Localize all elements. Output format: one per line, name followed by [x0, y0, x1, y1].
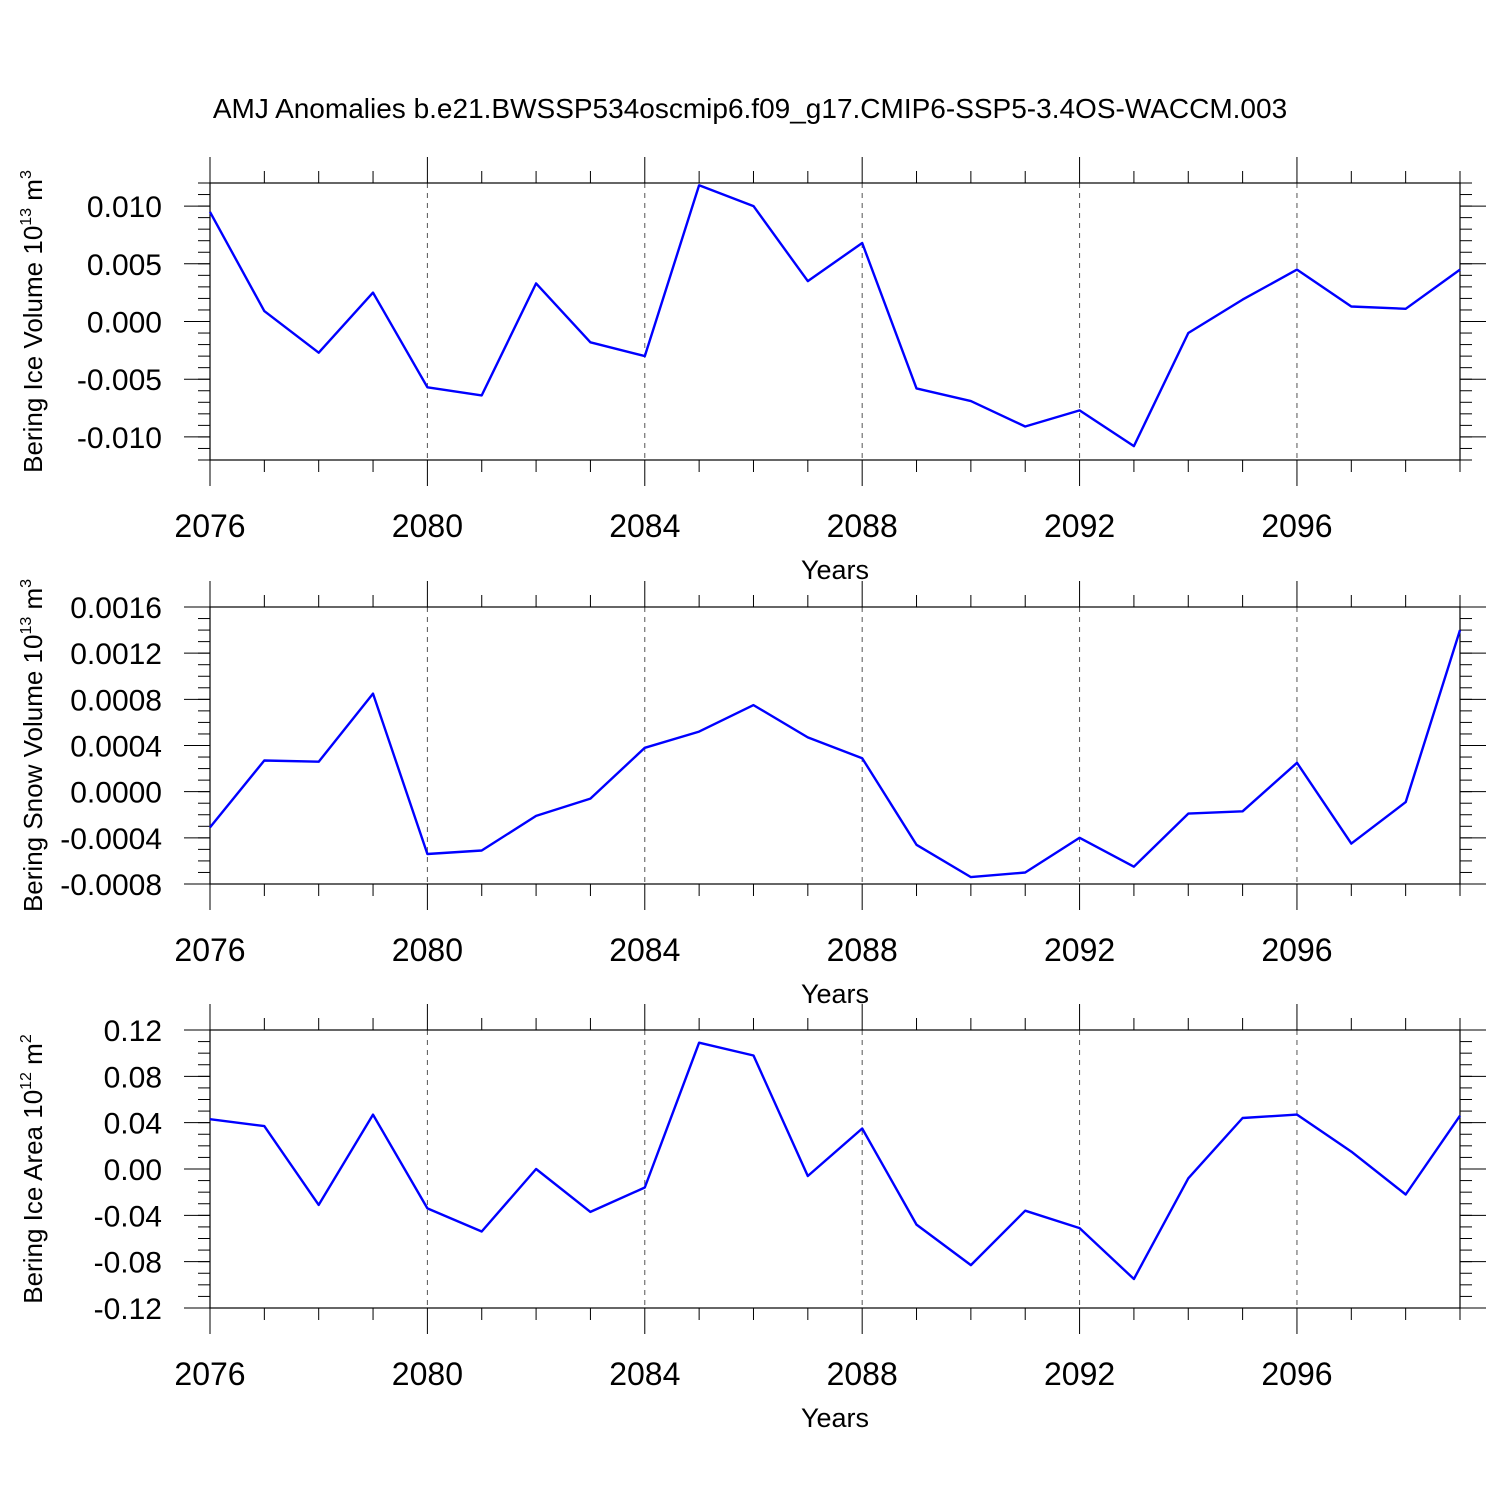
y-tick-label: -0.0004	[60, 823, 162, 856]
x-tick-label: 2084	[609, 932, 680, 968]
x-tick-label: 2096	[1261, 932, 1332, 968]
x-tick-label: 2080	[392, 508, 463, 544]
plot-frame	[209, 606, 1461, 885]
x-tick-label: 2092	[1044, 932, 1115, 968]
x-tick-label: 2092	[1044, 508, 1115, 544]
x-axis-label: Years	[801, 555, 869, 585]
x-tick-label: 2076	[174, 508, 245, 544]
panel-snow-volume: -0.0008 -0.0004 0.0000 0.0004 0.0008 0.0012 0.…	[18, 579, 1486, 1009]
series-line-ice-area	[209, 1041, 1461, 1281]
x-tick-label: 2088	[827, 1356, 898, 1392]
y-tick-label: 0.0004	[70, 731, 162, 764]
y-tick-label: 0.12	[104, 1015, 162, 1048]
x-tick-label: 2084	[609, 508, 680, 544]
x-tick-label: 2084	[609, 1356, 680, 1392]
x-axis-label: Years	[801, 1403, 869, 1433]
series-line-ice-volume	[208, 184, 1461, 448]
x-tick-label: 2080	[392, 932, 463, 968]
x-tick-label: 2096	[1261, 508, 1332, 544]
panel-ice-area: -0.12 -0.08 -0.04 0.00 0.04 0.08 0.12 2076 2080 2…	[18, 1004, 1486, 1433]
y-tick-label: -0.08	[94, 1247, 162, 1280]
x-tick-label: 2088	[827, 508, 898, 544]
y-tick-label: 0.04	[104, 1108, 162, 1141]
series-line-snow-volume	[209, 629, 1462, 879]
plot-frame	[209, 1029, 1461, 1309]
x-tick-label: 2092	[1044, 1356, 1115, 1392]
y-tick-label: 0.005	[87, 249, 162, 282]
y-tick-label: 0.0000	[70, 777, 162, 810]
y-tick-label: 0.000	[87, 307, 162, 340]
y-tick-label: 0.0016	[70, 592, 162, 625]
y-tick-label: 0.0008	[70, 684, 162, 717]
panel-ice-volume: -0.010 -0.005 0.000 0.005 0.010 2076 2080 2084 2…	[18, 157, 1486, 585]
x-tick-label: 2076	[174, 1356, 245, 1392]
y-axis-label: Bering Ice Area 1012 m2	[18, 1034, 48, 1304]
x-axis-label: Years	[801, 979, 869, 1009]
y-tick-label: -0.005	[77, 364, 162, 397]
y-tick-label: -0.04	[94, 1200, 162, 1233]
x-tick-label: 2088	[827, 932, 898, 968]
x-tick-label: 2076	[174, 932, 245, 968]
y-tick-label: 0.00	[104, 1154, 162, 1187]
x-tick-label: 2080	[392, 1356, 463, 1392]
y-tick-label: 0.010	[87, 191, 162, 224]
y-tick-label: -0.12	[94, 1293, 162, 1326]
y-axis-label: Bering Snow Volume 1013 m3	[18, 579, 48, 912]
plot-frame	[209, 182, 1461, 461]
y-tick-label: -0.0008	[60, 869, 162, 902]
x-tick-label: 2096	[1261, 1356, 1332, 1392]
y-tick-label: 0.08	[104, 1061, 162, 1094]
figure-title: AMJ Anomalies b.e21.BWSSP534oscmip6.f09_…	[213, 93, 1287, 124]
y-tick-label: 0.0012	[70, 638, 162, 671]
y-tick-label: -0.010	[77, 422, 162, 455]
y-axis-label: Bering Ice Volume 1013 m3	[18, 170, 48, 473]
